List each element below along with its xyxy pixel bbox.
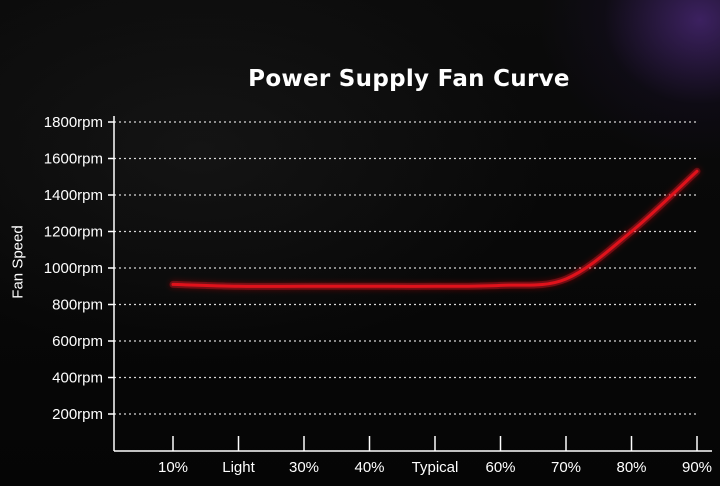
x-tick-label: 80% xyxy=(616,459,646,476)
series-line xyxy=(171,169,699,288)
y-tick-label: 1800rpm xyxy=(44,114,103,131)
y-tick-label: 800rpm xyxy=(52,297,103,314)
y-tick-label: 1400rpm xyxy=(44,187,103,204)
x-tick-label: 10% xyxy=(158,459,188,476)
chart-title: Power Supply Fan Curve xyxy=(248,66,570,92)
x-tick-label: 90% xyxy=(682,459,712,476)
y-tick-label: 1000rpm xyxy=(44,260,103,277)
y-tick-label: 400rpm xyxy=(52,370,103,387)
x-tick-label: Light xyxy=(222,459,255,476)
y-tick-label: 1600rpm xyxy=(44,151,103,168)
series-line-glow xyxy=(169,167,701,290)
y-tick-label: 600rpm xyxy=(52,333,103,350)
x-tick-label: 70% xyxy=(551,459,581,476)
x-tick-label: Typical xyxy=(412,459,459,476)
x-tick-label: 40% xyxy=(354,459,384,476)
x-tick-label: 60% xyxy=(485,459,515,476)
y-tick-label: 1200rpm xyxy=(44,224,103,241)
x-tick-label: 30% xyxy=(289,459,319,476)
y-tick-label: 200rpm xyxy=(52,406,103,423)
